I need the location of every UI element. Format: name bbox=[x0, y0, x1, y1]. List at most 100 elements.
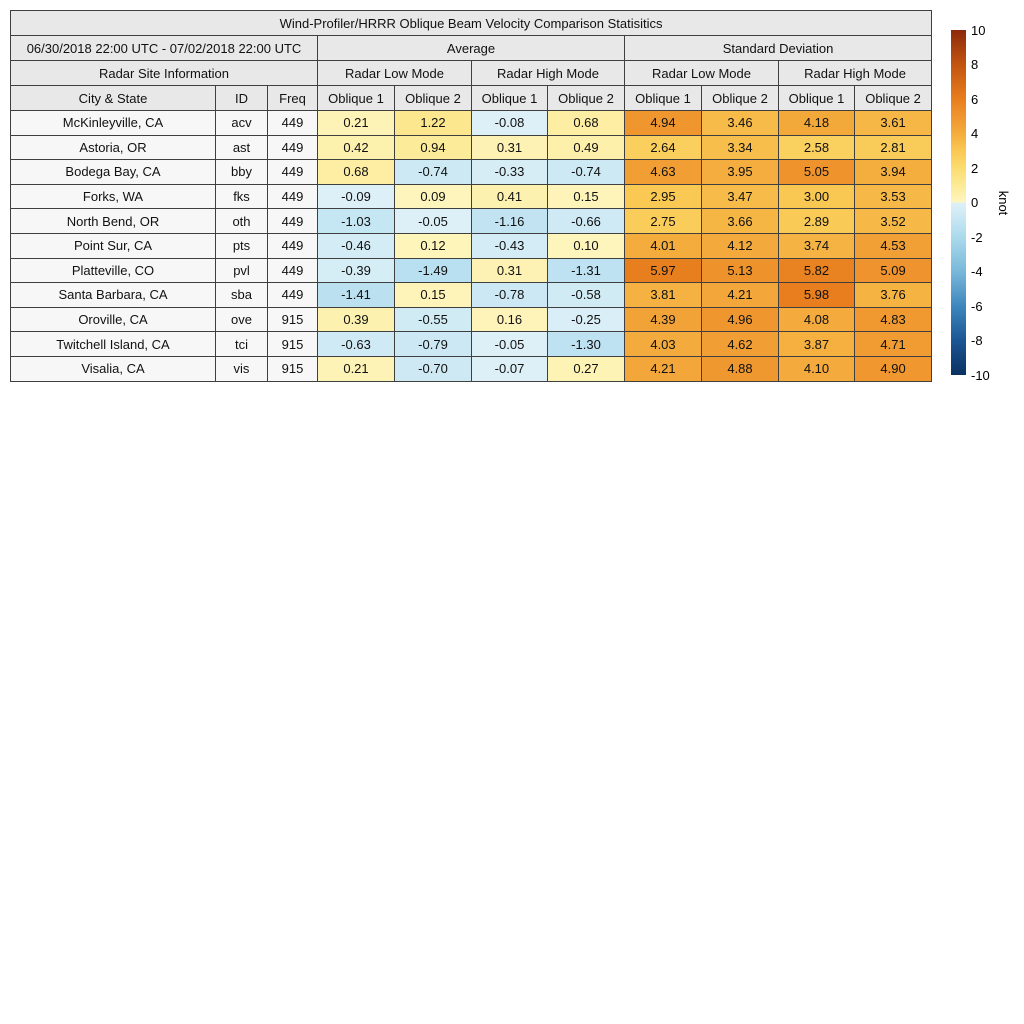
colorbar-tick-label: -2 bbox=[971, 229, 983, 245]
value-cell: -1.49 bbox=[394, 257, 472, 284]
col-header-oblique: Oblique 1 bbox=[317, 85, 395, 111]
value-cell: -0.78 bbox=[471, 282, 548, 308]
value-cell: 0.15 bbox=[547, 183, 625, 210]
colorbar-tick-label: 2 bbox=[971, 160, 979, 176]
value-cell: 5.98 bbox=[778, 282, 855, 308]
table-title: Wind-Profiler/HRRR Oblique Beam Velocity… bbox=[9, 10, 933, 36]
value-cell: 0.27 bbox=[547, 355, 625, 382]
value-cell: 5.09 bbox=[853, 257, 933, 284]
id-cell: acv bbox=[215, 110, 268, 136]
value-cell: 2.75 bbox=[624, 208, 702, 234]
city-cell: Forks, WA bbox=[10, 183, 216, 210]
value-cell: 0.21 bbox=[317, 355, 395, 382]
group-header-average: Average bbox=[317, 35, 625, 61]
freq-cell: 449 bbox=[267, 232, 318, 259]
value-cell: 3.87 bbox=[778, 331, 855, 357]
col-header-oblique: Oblique 2 bbox=[547, 85, 625, 111]
value-cell: 2.81 bbox=[853, 134, 933, 161]
city-cell: Point Sur, CA bbox=[10, 232, 216, 259]
table-row: Oroville, CA ove 915 0.39 -0.55 0.16 -0.25 4.39… bbox=[10, 306, 933, 333]
id-cell: tci bbox=[215, 331, 268, 357]
value-cell: 0.15 bbox=[394, 282, 472, 308]
value-cell: -0.05 bbox=[394, 208, 472, 234]
city-cell: Visalia, CA bbox=[10, 355, 216, 382]
colorbar-tick-label: -8 bbox=[971, 333, 983, 348]
value-cell: 4.96 bbox=[701, 306, 779, 333]
title-row: Wind-Profiler/HRRR Oblique Beam Velocity… bbox=[9, 10, 933, 36]
colorbar-tick-label: -6 bbox=[971, 298, 983, 314]
column-header-row: City & State ID Freq Oblique 1 Oblique 2… bbox=[10, 85, 933, 111]
mode-header-avg-high: Radar High Mode bbox=[471, 60, 625, 86]
value-cell: -0.70 bbox=[394, 355, 472, 382]
value-cell: -1.31 bbox=[547, 257, 625, 284]
value-cell: -0.08 bbox=[471, 110, 548, 136]
freq-cell: 449 bbox=[267, 134, 318, 161]
freq-cell: 915 bbox=[267, 306, 318, 333]
colorbar-tick-label: 10 bbox=[971, 22, 986, 38]
freq-cell: 449 bbox=[267, 159, 318, 185]
value-cell: 3.00 bbox=[778, 183, 855, 210]
table-row: Platteville, CO pvl 449 -0.39 -1.49 0.31 -1.31… bbox=[10, 257, 933, 284]
freq-cell: 915 bbox=[267, 355, 318, 382]
colorbar-tick-label: -10 bbox=[971, 367, 990, 383]
city-cell: Santa Barbara, CA bbox=[10, 282, 216, 308]
id-cell: pvl bbox=[215, 257, 268, 284]
id-cell: oth bbox=[215, 208, 268, 234]
colorbar-tick-label: 6 bbox=[971, 91, 979, 107]
id-cell: vis bbox=[215, 355, 268, 382]
colorbar: 10 8 6 4 2 0 -2 -4 -6 -8 -10 knot bbox=[951, 23, 1024, 383]
col-header-oblique: Oblique 2 bbox=[701, 85, 779, 111]
value-cell: 4.53 bbox=[853, 232, 933, 259]
value-cell: 5.82 bbox=[778, 257, 855, 284]
value-cell: -0.58 bbox=[547, 282, 625, 308]
value-cell: 3.66 bbox=[701, 208, 779, 234]
value-cell: 2.58 bbox=[778, 134, 855, 161]
table-row: Visalia, CA vis 915 0.21 -0.70 -0.07 0.27 4.21 4… bbox=[10, 355, 933, 382]
value-cell: -0.79 bbox=[394, 331, 472, 357]
table-row: Bodega Bay, CA bby 449 0.68 -0.74 -0.33 -0.74 4… bbox=[10, 159, 933, 185]
value-cell: 3.53 bbox=[853, 183, 933, 210]
col-header-oblique: Oblique 2 bbox=[853, 85, 933, 111]
value-cell: 0.21 bbox=[317, 110, 395, 136]
value-cell: 4.88 bbox=[701, 355, 779, 382]
value-cell: 0.41 bbox=[471, 183, 548, 210]
mode-header-std-low: Radar Low Mode bbox=[624, 60, 779, 86]
value-cell: -1.41 bbox=[317, 282, 395, 308]
group-header-row: 06/30/2018 22:00 UTC - 07/02/2018 22:00 … bbox=[10, 35, 933, 61]
value-cell: 4.12 bbox=[701, 232, 779, 259]
stats-table: Wind-Profiler/HRRR Oblique Beam Velocity… bbox=[9, 10, 933, 382]
value-cell: 2.95 bbox=[624, 183, 702, 210]
id-cell: ove bbox=[215, 306, 268, 333]
value-cell: 2.89 bbox=[778, 208, 855, 234]
value-cell: 4.18 bbox=[778, 110, 855, 136]
table-row: Santa Barbara, CA sba 449 -1.41 0.15 -0.78 -0.… bbox=[10, 282, 933, 308]
value-cell: 0.68 bbox=[547, 110, 625, 136]
value-cell: 0.10 bbox=[547, 232, 625, 259]
section-header-radar-site-info: Radar Site Information bbox=[10, 60, 318, 86]
value-cell: 0.42 bbox=[317, 134, 395, 161]
mode-header-row: Radar Site Information Radar Low Mode Ra… bbox=[10, 60, 933, 86]
value-cell: -0.33 bbox=[471, 159, 548, 185]
col-header-city-state: City & State bbox=[10, 85, 216, 111]
value-cell: -1.30 bbox=[547, 331, 625, 357]
colorbar-unit-label: knot bbox=[996, 190, 1011, 215]
value-cell: 3.34 bbox=[701, 134, 779, 161]
value-cell: 3.94 bbox=[853, 159, 933, 185]
table-row: McKinleyville, CA acv 449 0.21 1.22 -0.08 0.68… bbox=[10, 110, 933, 136]
freq-cell: 449 bbox=[267, 110, 318, 136]
value-cell: 4.90 bbox=[853, 355, 933, 382]
id-cell: ast bbox=[215, 134, 268, 161]
value-cell: 4.21 bbox=[701, 282, 779, 308]
value-cell: 4.01 bbox=[624, 232, 702, 259]
value-cell: 0.68 bbox=[317, 159, 395, 185]
value-cell: 5.97 bbox=[624, 257, 702, 284]
value-cell: 0.16 bbox=[471, 306, 548, 333]
value-cell: -0.66 bbox=[547, 208, 625, 234]
freq-cell: 449 bbox=[267, 257, 318, 284]
col-header-oblique: Oblique 1 bbox=[778, 85, 855, 111]
table-row: Forks, WA fks 449 -0.09 0.09 0.41 0.15 2.95 3.47… bbox=[10, 183, 933, 210]
value-cell: 0.31 bbox=[471, 257, 548, 284]
city-cell: Astoria, OR bbox=[10, 134, 216, 161]
value-cell: 4.08 bbox=[778, 306, 855, 333]
